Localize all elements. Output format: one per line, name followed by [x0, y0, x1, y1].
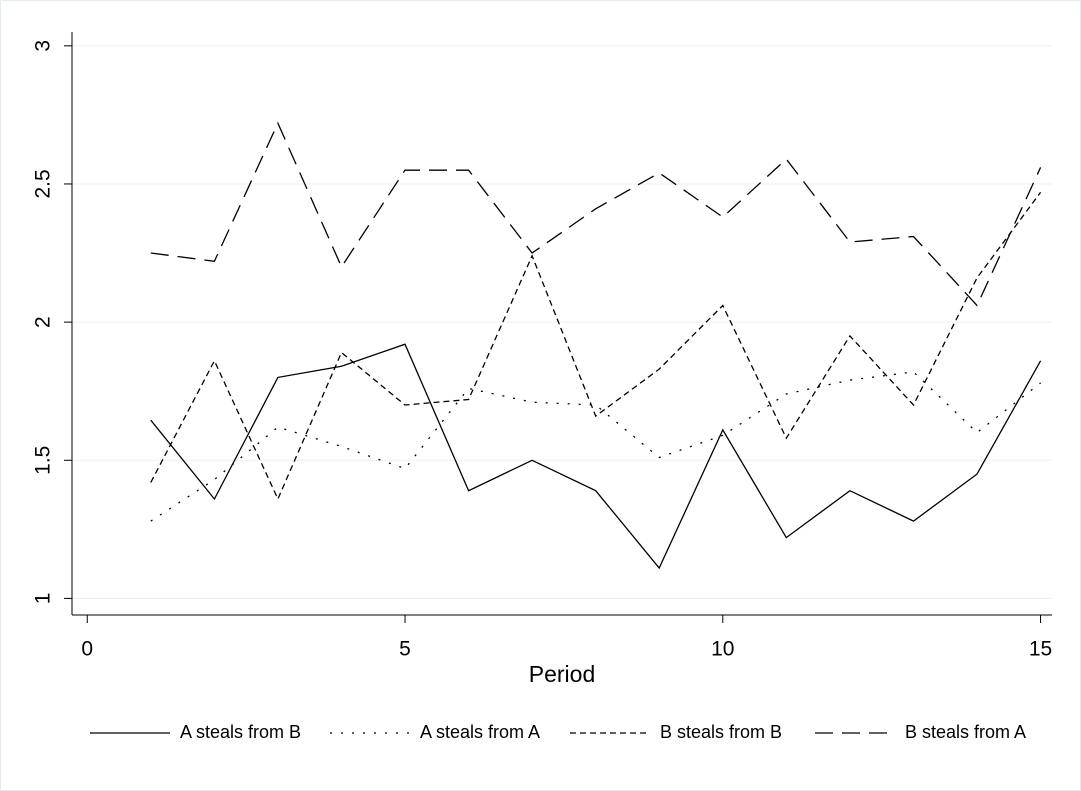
x-tick-label: 0	[81, 638, 93, 661]
legend-label: A steals from A	[420, 722, 540, 742]
y-tick-label: 2.5	[32, 169, 55, 198]
x-tick-label: 10	[711, 638, 734, 661]
legend-label: A steals from B	[180, 722, 301, 742]
series-line	[150, 343, 1042, 570]
series-line	[150, 191, 1042, 501]
y-tick-label: 1	[32, 593, 55, 605]
y-tick-label: 2	[32, 316, 55, 328]
x-tick-label: 5	[399, 638, 411, 661]
legend-label: B steals from A	[905, 722, 1026, 742]
y-tick-label: 3	[32, 40, 55, 52]
y-tick-label: 1.5	[32, 446, 55, 475]
x-axis-label: Period	[529, 661, 595, 687]
legend-label: B steals from B	[660, 722, 782, 742]
series-line	[150, 121, 1042, 307]
x-tick-label: 15	[1029, 638, 1052, 661]
